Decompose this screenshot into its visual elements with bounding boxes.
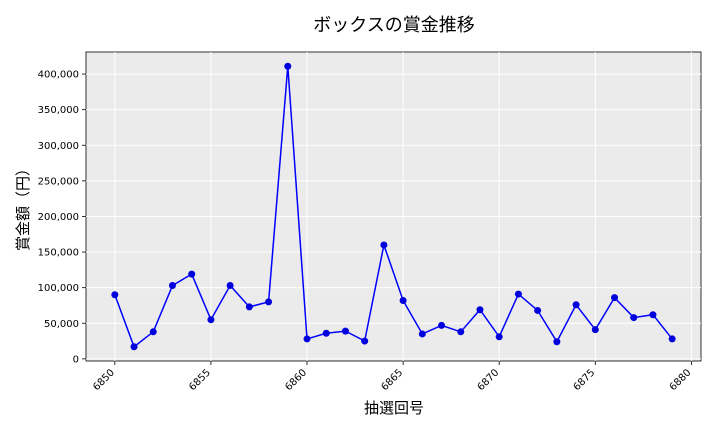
data-point xyxy=(149,328,157,336)
y-tick-label: 150,000 xyxy=(38,248,79,259)
grid-lines xyxy=(86,52,701,361)
data-point xyxy=(399,296,407,304)
data-point xyxy=(630,314,638,322)
chart-title: ボックスの賞金推移 xyxy=(313,15,474,36)
x-axis-title: 抽選回号 xyxy=(364,399,424,417)
data-point xyxy=(361,337,369,345)
data-point xyxy=(284,62,292,70)
plot-area xyxy=(85,51,702,362)
data-point xyxy=(245,303,253,311)
data-points xyxy=(111,62,676,351)
data-point xyxy=(130,343,138,351)
series-line xyxy=(114,66,673,348)
y-tick-label: 200,000 xyxy=(38,212,79,223)
x-tick-label: 6850 xyxy=(91,367,117,393)
data-point xyxy=(207,316,215,324)
data-point xyxy=(611,294,619,302)
data-point xyxy=(168,282,176,290)
data-point xyxy=(188,270,196,278)
data-point xyxy=(303,335,311,343)
data-point xyxy=(226,282,234,290)
data-point xyxy=(514,290,522,298)
y-tick-label: 0 xyxy=(73,354,79,365)
data-point xyxy=(111,291,119,299)
data-point xyxy=(265,298,273,306)
data-point xyxy=(457,328,465,336)
data-point xyxy=(418,330,426,338)
data-point xyxy=(668,335,676,343)
y-tick-label: 400,000 xyxy=(38,70,79,81)
y-axis-ticks: 0 50,000 100,000 150,000 200,000 250,000 300,0… xyxy=(38,70,86,365)
y-tick-label: 350,000 xyxy=(38,105,79,116)
data-point xyxy=(553,338,561,346)
x-tick-label: 6855 xyxy=(187,367,213,393)
x-tick-label: 6875 xyxy=(572,367,598,393)
x-tick-label: 6880 xyxy=(668,367,694,393)
data-point xyxy=(591,326,599,334)
y-tick-label: 50,000 xyxy=(44,319,79,330)
data-point xyxy=(476,306,484,314)
y-tick-label: 250,000 xyxy=(38,176,79,187)
data-point xyxy=(649,311,657,319)
y-tick-label: 100,000 xyxy=(38,283,79,294)
data-point xyxy=(322,329,330,337)
data-point xyxy=(341,327,349,335)
x-tick-label: 6870 xyxy=(476,367,502,393)
data-point xyxy=(380,241,388,249)
data-point xyxy=(534,306,542,314)
y-tick-label: 300,000 xyxy=(38,141,79,152)
y-axis-title: 賞金額（円） xyxy=(14,161,32,251)
x-tick-label: 6865 xyxy=(379,367,405,393)
x-axis-ticks: 6850 6855 6860 6865 6870 6875 6880 xyxy=(91,361,694,393)
x-tick-label: 6860 xyxy=(283,367,309,393)
data-point xyxy=(495,333,503,341)
data-point xyxy=(572,301,580,309)
data-point xyxy=(438,321,446,329)
